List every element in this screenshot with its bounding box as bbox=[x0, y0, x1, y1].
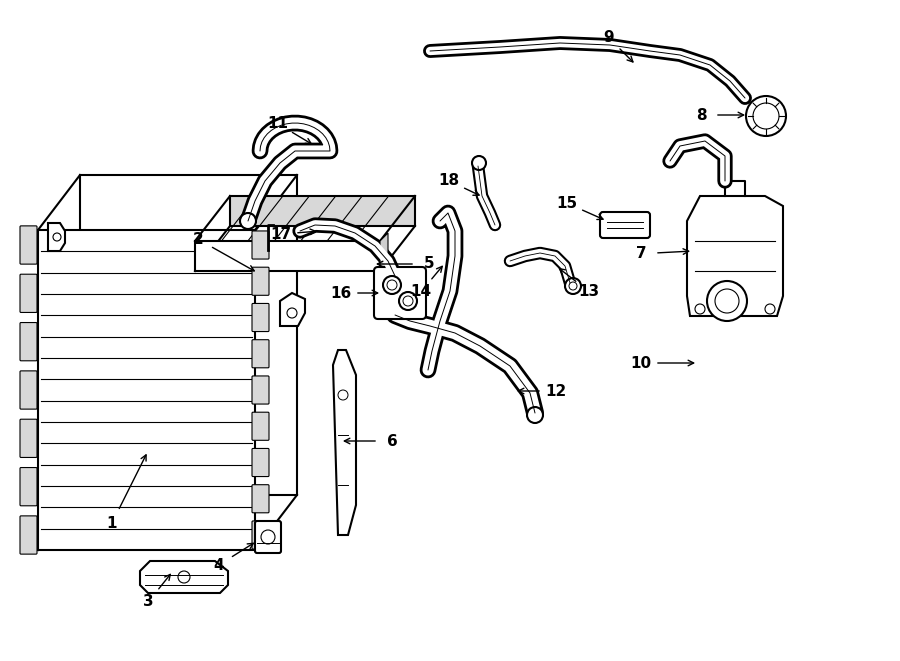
Text: 18: 18 bbox=[439, 173, 460, 188]
Polygon shape bbox=[333, 350, 356, 535]
Polygon shape bbox=[280, 293, 305, 326]
Text: 10: 10 bbox=[630, 356, 652, 371]
Circle shape bbox=[765, 304, 775, 314]
Polygon shape bbox=[140, 561, 228, 593]
FancyBboxPatch shape bbox=[20, 323, 37, 361]
Circle shape bbox=[240, 213, 256, 229]
Text: 8: 8 bbox=[696, 108, 706, 122]
Text: 9: 9 bbox=[603, 30, 614, 44]
Circle shape bbox=[472, 156, 486, 170]
Text: 1: 1 bbox=[106, 516, 117, 531]
Text: 3: 3 bbox=[143, 594, 154, 609]
Text: 15: 15 bbox=[556, 196, 578, 211]
FancyBboxPatch shape bbox=[252, 521, 269, 549]
FancyBboxPatch shape bbox=[20, 516, 37, 554]
FancyBboxPatch shape bbox=[20, 467, 37, 506]
Circle shape bbox=[695, 304, 705, 314]
Polygon shape bbox=[38, 230, 255, 550]
Circle shape bbox=[746, 96, 786, 136]
FancyBboxPatch shape bbox=[374, 267, 426, 319]
Text: 6: 6 bbox=[387, 434, 398, 449]
Text: 17: 17 bbox=[271, 227, 292, 242]
Polygon shape bbox=[687, 196, 783, 316]
Text: 14: 14 bbox=[410, 284, 432, 299]
FancyBboxPatch shape bbox=[600, 212, 650, 238]
Polygon shape bbox=[195, 241, 380, 271]
FancyBboxPatch shape bbox=[252, 376, 269, 404]
FancyBboxPatch shape bbox=[252, 448, 269, 477]
FancyBboxPatch shape bbox=[20, 226, 37, 264]
FancyBboxPatch shape bbox=[20, 274, 37, 313]
FancyBboxPatch shape bbox=[252, 267, 269, 295]
Text: 12: 12 bbox=[545, 383, 567, 399]
FancyBboxPatch shape bbox=[255, 521, 281, 553]
Circle shape bbox=[383, 276, 401, 294]
Text: 16: 16 bbox=[330, 286, 352, 301]
Circle shape bbox=[565, 278, 581, 294]
Circle shape bbox=[707, 281, 747, 321]
Text: 13: 13 bbox=[579, 284, 599, 299]
FancyBboxPatch shape bbox=[252, 231, 269, 259]
Text: 11: 11 bbox=[267, 116, 289, 132]
Text: 5: 5 bbox=[424, 256, 435, 272]
Text: 7: 7 bbox=[635, 247, 646, 261]
FancyBboxPatch shape bbox=[20, 371, 37, 409]
FancyBboxPatch shape bbox=[252, 485, 269, 513]
Polygon shape bbox=[230, 196, 415, 226]
Circle shape bbox=[399, 292, 417, 310]
FancyBboxPatch shape bbox=[252, 340, 269, 368]
Text: 4: 4 bbox=[212, 558, 223, 573]
Polygon shape bbox=[380, 233, 388, 279]
FancyBboxPatch shape bbox=[20, 419, 37, 457]
Circle shape bbox=[527, 407, 543, 423]
Polygon shape bbox=[48, 223, 65, 251]
Text: 2: 2 bbox=[193, 231, 203, 247]
FancyBboxPatch shape bbox=[252, 412, 269, 440]
FancyBboxPatch shape bbox=[252, 303, 269, 332]
